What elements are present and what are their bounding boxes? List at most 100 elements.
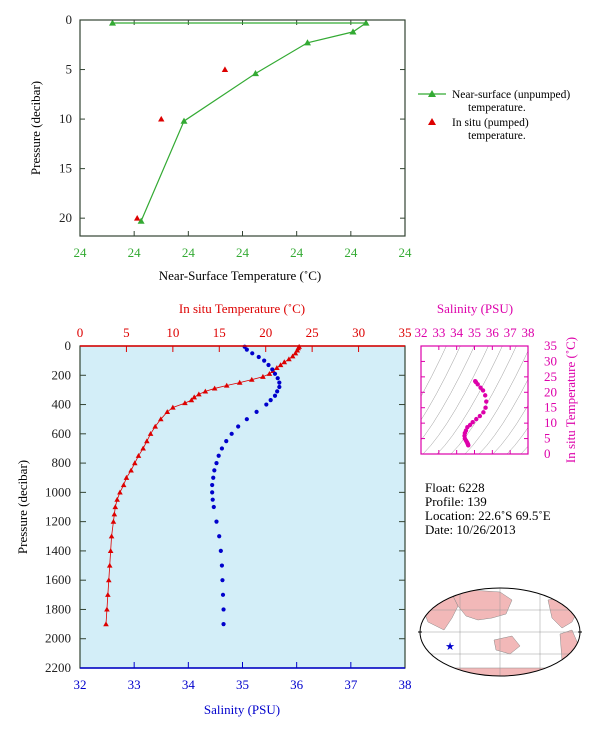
temperature-point [147,431,154,436]
density-contours [421,346,528,454]
salinity-point [262,358,267,363]
near-surface-point [180,117,188,124]
y-tick-label: 1800 [45,601,71,616]
salinity-point [214,519,219,524]
temperature-point [289,353,296,359]
ts-temperature-tick-label: 15 [544,400,557,415]
y-tick-label: 800 [52,455,72,470]
salinity-point [220,592,226,597]
ts-point [463,428,469,433]
temperature-point [260,373,266,379]
temperature-point [196,391,202,397]
ts-point [483,393,488,398]
temperature-point [114,496,120,502]
x-tick-label: 24 [128,245,142,260]
y-tick-label: 1000 [45,484,71,499]
temperature-point [103,621,109,627]
density-contour [506,427,528,454]
map-graticule [420,588,580,676]
salinity-tick-label: 32 [74,677,87,692]
y-tick-label: 15 [59,161,72,176]
near-surface-point [304,39,311,46]
temperature-point [223,382,230,388]
temperature-tick-label: 20 [259,325,272,340]
ts-title: Salinity (PSU) [437,301,513,316]
salinity-point [275,376,280,381]
ts-temperature-tick-label: 20 [544,384,557,399]
temperature-point [294,347,301,353]
world-location-map: ★ [418,587,582,677]
ts-salinity-tick-label: 35 [468,325,481,340]
y-tick-label: 2200 [45,660,71,675]
float-info: Float: 6228 Profile: 139 Location: 22.6˚… [425,480,551,537]
salinity-point [277,380,282,385]
temperature-point [157,416,164,422]
temperature-point [117,489,123,495]
legend-unpumped-label2: temperature. [468,102,526,114]
temperature-point [104,606,110,612]
ts-temperature-tick-label: 25 [544,369,557,384]
x-tick-label: 24 [74,245,88,260]
top-plot-frame [79,19,406,237]
ts-temperature-tick-label: 35 [544,338,557,353]
temperature-point [120,482,127,488]
y-tick-label: 20 [59,210,72,225]
temperature-point [110,518,117,524]
salinity-point [219,563,225,568]
ts-salinity-tick-label: 33 [432,325,445,340]
salinity-point [210,482,215,488]
temperature-point [191,394,198,400]
near-surface-point [362,19,370,26]
salinity-point [212,468,217,473]
salinity-point [217,534,222,539]
near-surface-temperature-chart: 0 5 10 15 20 24 24 24 24 24 24 24 Near-Surface Temp… [28,12,412,283]
x-tick-label: 24 [290,245,304,260]
profile-y-axis-label: Pressure (decibar) [15,460,30,554]
top-x-axis-label: Near-Surface Temperature (˚C) [159,268,321,283]
legend-unpumped-label: Near-surface (unpumped) [452,89,570,101]
ts-plot-frame [420,345,529,455]
density-contour [436,346,503,454]
ts-salinity-tick-label: 38 [522,325,535,340]
legend-pumped-label2: temperature. [468,130,526,142]
profile-chart: 0200400600800100012001400160018002000220… [15,301,412,717]
temperature-point [281,359,288,365]
density-contour [478,378,528,454]
temperature-point [107,548,114,554]
salinity-tick-label: 37 [344,677,358,692]
salinity-point [216,453,221,458]
temperature-point [292,350,299,356]
salinity-point [229,431,234,436]
density-contour [422,346,489,454]
temperature-point [128,467,134,473]
ts-point [474,416,479,422]
temperature-tick-label: 15 [213,325,226,340]
temperature-point [274,365,280,371]
y-tick-label: 400 [52,397,72,412]
salinity-point [272,371,278,376]
temperature-point [108,533,115,539]
x-tick-label: 24 [344,245,358,260]
temperature-tick-label: 35 [399,325,412,340]
salinity-point [244,417,249,422]
density-contour [421,346,475,441]
salinity-point [221,607,226,612]
ts-salinity-tick-label: 34 [450,325,464,340]
salinity-point [219,446,225,451]
ts-temperature-tick-label: 10 [544,415,557,430]
salinity-tick-label: 34 [182,677,196,692]
temperature-axis-label: In situ Temperature (˚C) [179,301,305,316]
temperature-point [170,404,176,410]
salinity-point [264,402,269,407]
profile-date: Date: 10/26/2013 [425,522,516,537]
float-number: Float: 6228 [425,480,485,495]
y-tick-label: 5 [66,62,73,77]
salinity-point [218,548,223,554]
salinity-point [277,384,282,390]
temperature-point [266,371,273,376]
x-tick-label: 24 [182,245,196,260]
temperature-point [105,592,111,597]
temperature-point [164,409,171,414]
temperature-tick-label: 25 [306,325,319,340]
